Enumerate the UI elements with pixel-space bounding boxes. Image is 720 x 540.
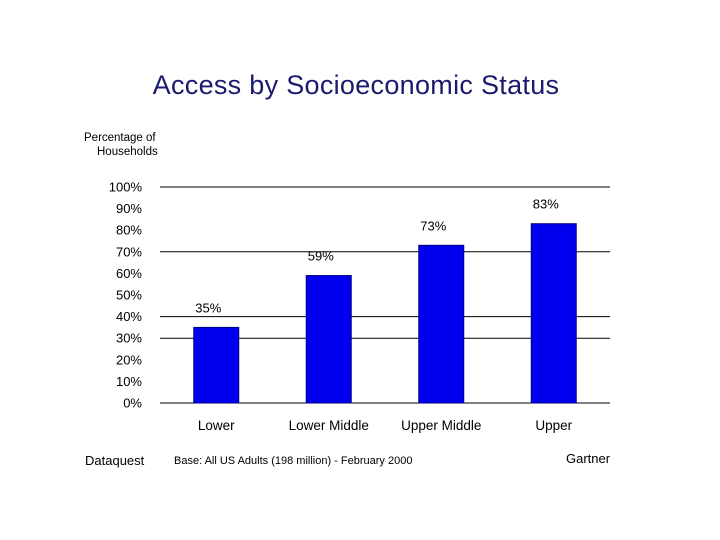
bar [418,244,465,404]
bar [305,275,352,404]
chart-title: Access by Socioeconomic Status [152,70,560,100]
y-tick-label: 0% [123,396,142,411]
y-axis-label: Percentage of Households [84,131,174,159]
x-category-label: Lower [198,418,235,433]
y-tick-label: 90% [116,201,142,216]
y-tick-label: 100% [109,180,143,195]
bar [530,223,577,404]
data-label: 35% [195,300,221,315]
x-category-label: Upper Middle [401,418,481,433]
y-axis-label-line-1: Percentage of [84,132,156,144]
source-label: Dataquest [85,453,145,468]
y-tick-label: 40% [116,309,142,324]
brand-label: Gartner [566,451,611,466]
data-label: 83% [533,197,559,212]
y-tick-label: 70% [116,244,142,259]
x-category-label: Upper [535,418,572,433]
bar [193,326,240,404]
y-tick-label: 30% [116,331,142,346]
y-tick-label: 80% [116,223,142,238]
y-tick-label: 60% [116,266,142,281]
data-label: 59% [308,249,334,264]
x-category-label: Lower Middle [289,418,369,433]
y-axis-label-line-2: Households [97,146,158,158]
y-tick-label: 20% [116,352,142,367]
y-tick-label: 50% [116,288,142,303]
y-tick-label: 10% [116,374,142,389]
data-label: 73% [420,218,446,233]
base-note: Base: All US Adults (198 million) - Febr… [174,455,413,467]
